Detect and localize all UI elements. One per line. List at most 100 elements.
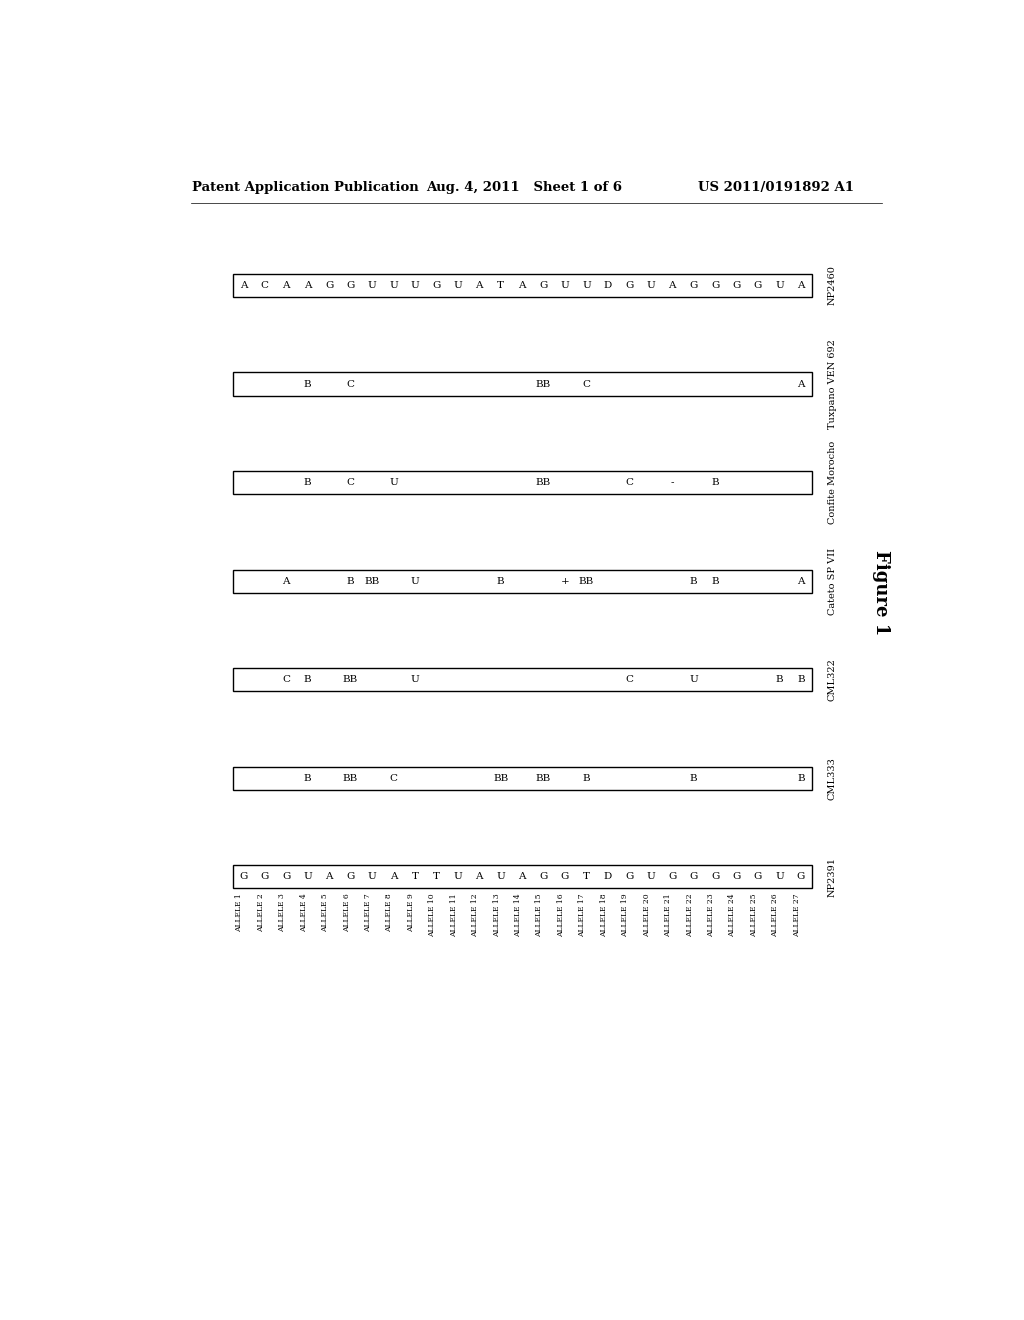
Text: BB: BB bbox=[493, 774, 508, 783]
Text: ALLELE 22: ALLELE 22 bbox=[686, 892, 693, 937]
Text: U: U bbox=[454, 873, 462, 882]
Text: C: C bbox=[283, 676, 290, 684]
Text: ALLELE 27: ALLELE 27 bbox=[793, 892, 801, 937]
Text: U: U bbox=[497, 873, 505, 882]
Text: ALLELE 13: ALLELE 13 bbox=[493, 892, 501, 937]
Text: Aug. 4, 2011   Sheet 1 of 6: Aug. 4, 2011 Sheet 1 of 6 bbox=[426, 181, 623, 194]
Text: BB: BB bbox=[579, 577, 594, 586]
Bar bbox=[232, 866, 812, 888]
Text: CML333: CML333 bbox=[827, 756, 837, 800]
Text: U: U bbox=[646, 873, 655, 882]
Text: B: B bbox=[775, 676, 783, 684]
Text: U: U bbox=[560, 281, 569, 290]
Text: ALLELE 21: ALLELE 21 bbox=[665, 892, 672, 937]
Text: BB: BB bbox=[536, 774, 551, 783]
Text: G: G bbox=[689, 281, 697, 290]
Text: ALLELE 11: ALLELE 11 bbox=[450, 892, 458, 937]
Text: U: U bbox=[368, 873, 377, 882]
Bar bbox=[232, 570, 812, 593]
Text: T: T bbox=[433, 873, 440, 882]
Text: G: G bbox=[625, 281, 634, 290]
Text: U: U bbox=[775, 281, 783, 290]
Text: B: B bbox=[797, 676, 805, 684]
Text: BB: BB bbox=[343, 774, 358, 783]
Text: U: U bbox=[368, 281, 377, 290]
Text: ALLELE 9: ALLELE 9 bbox=[407, 892, 415, 932]
Text: ALLELE 19: ALLELE 19 bbox=[622, 892, 630, 937]
Text: B: B bbox=[797, 774, 805, 783]
Text: G: G bbox=[432, 281, 440, 290]
Text: BB: BB bbox=[343, 676, 358, 684]
Text: B: B bbox=[690, 577, 697, 586]
Text: G: G bbox=[540, 873, 548, 882]
Text: C: C bbox=[346, 380, 354, 388]
Text: BB: BB bbox=[536, 380, 551, 388]
Text: C: C bbox=[626, 676, 633, 684]
Text: U: U bbox=[454, 281, 462, 290]
Text: A: A bbox=[669, 281, 676, 290]
Text: C: C bbox=[261, 281, 268, 290]
Text: B: B bbox=[712, 577, 719, 586]
Text: B: B bbox=[690, 774, 697, 783]
Text: ALLELE 12: ALLELE 12 bbox=[471, 892, 479, 937]
Text: T: T bbox=[583, 873, 590, 882]
Text: +: + bbox=[560, 577, 569, 586]
Text: Confite Morocho: Confite Morocho bbox=[827, 441, 837, 524]
Text: ALLELE 24: ALLELE 24 bbox=[728, 892, 736, 937]
Text: A: A bbox=[283, 577, 290, 586]
Text: Tuxpano VEN 692: Tuxpano VEN 692 bbox=[827, 339, 837, 429]
Bar bbox=[232, 767, 812, 789]
Text: BB: BB bbox=[365, 577, 380, 586]
Text: A: A bbox=[304, 281, 311, 290]
Text: G: G bbox=[240, 873, 248, 882]
Text: ALLELE 7: ALLELE 7 bbox=[364, 892, 372, 932]
Text: G: G bbox=[561, 873, 569, 882]
Text: G: G bbox=[689, 873, 697, 882]
Text: U: U bbox=[389, 478, 397, 487]
Text: ALLELE 16: ALLELE 16 bbox=[557, 892, 565, 937]
Text: U: U bbox=[775, 873, 783, 882]
Text: B: B bbox=[304, 676, 311, 684]
Text: CML322: CML322 bbox=[827, 659, 837, 701]
Text: ALLELE 17: ALLELE 17 bbox=[579, 892, 587, 937]
Text: U: U bbox=[411, 577, 419, 586]
Text: ALLELE 6: ALLELE 6 bbox=[343, 892, 350, 932]
Text: U: U bbox=[411, 281, 419, 290]
Text: A: A bbox=[326, 873, 333, 882]
Text: G: G bbox=[346, 873, 354, 882]
Text: G: G bbox=[540, 281, 548, 290]
Text: Cateto SP VII: Cateto SP VII bbox=[827, 548, 837, 615]
Text: U: U bbox=[689, 676, 698, 684]
Text: ALLELE 10: ALLELE 10 bbox=[428, 892, 436, 937]
Text: NP2391: NP2391 bbox=[827, 857, 837, 896]
Text: ALLELE 20: ALLELE 20 bbox=[643, 892, 650, 937]
Text: D: D bbox=[604, 873, 612, 882]
Text: A: A bbox=[283, 281, 290, 290]
Bar bbox=[232, 471, 812, 494]
Text: C: C bbox=[626, 478, 633, 487]
Text: BB: BB bbox=[536, 478, 551, 487]
Text: U: U bbox=[582, 281, 591, 290]
Text: ALLELE 15: ALLELE 15 bbox=[536, 892, 544, 937]
Text: T: T bbox=[412, 873, 419, 882]
Text: G: G bbox=[754, 281, 762, 290]
Text: G: G bbox=[797, 873, 805, 882]
Text: A: A bbox=[797, 380, 805, 388]
Text: C: C bbox=[389, 774, 397, 783]
Text: B: B bbox=[347, 577, 354, 586]
Text: G: G bbox=[732, 873, 740, 882]
Text: ALLELE 8: ALLELE 8 bbox=[385, 892, 393, 932]
Bar bbox=[232, 668, 812, 692]
Text: A: A bbox=[475, 873, 483, 882]
Text: C: C bbox=[583, 380, 591, 388]
Text: A: A bbox=[475, 281, 483, 290]
Text: ALLELE 4: ALLELE 4 bbox=[300, 892, 307, 932]
Text: B: B bbox=[583, 774, 590, 783]
Text: B: B bbox=[712, 478, 719, 487]
Text: G: G bbox=[260, 873, 269, 882]
Text: T: T bbox=[497, 281, 504, 290]
Text: ALLELE 25: ALLELE 25 bbox=[750, 892, 758, 937]
Text: ALLELE 18: ALLELE 18 bbox=[600, 892, 608, 937]
Text: NP2460: NP2460 bbox=[827, 265, 837, 305]
Text: Patent Application Publication: Patent Application Publication bbox=[191, 181, 418, 194]
